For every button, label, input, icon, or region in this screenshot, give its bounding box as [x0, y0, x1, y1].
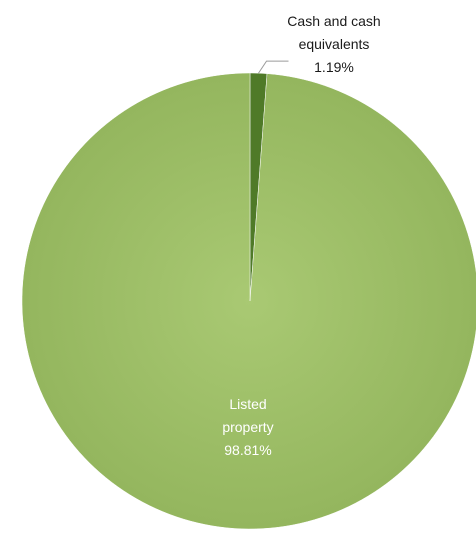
pie-labels: Cash and cash equivalents 1.19% Listed prope…	[222, 13, 380, 458]
pie-slices	[21, 72, 476, 530]
label-cash-line-2: equivalents	[299, 36, 370, 52]
pie-slice-listed-property	[21, 72, 476, 530]
label-cash-line-1: Cash and cash	[287, 13, 380, 29]
label-listed-line-2: property	[222, 419, 273, 435]
leader-line-cash	[258, 60, 289, 74]
label-listed-percent: 98.81%	[224, 442, 271, 458]
label-cash-percent: 1.19%	[314, 59, 354, 75]
label-listed-line-1: Listed	[229, 396, 266, 412]
